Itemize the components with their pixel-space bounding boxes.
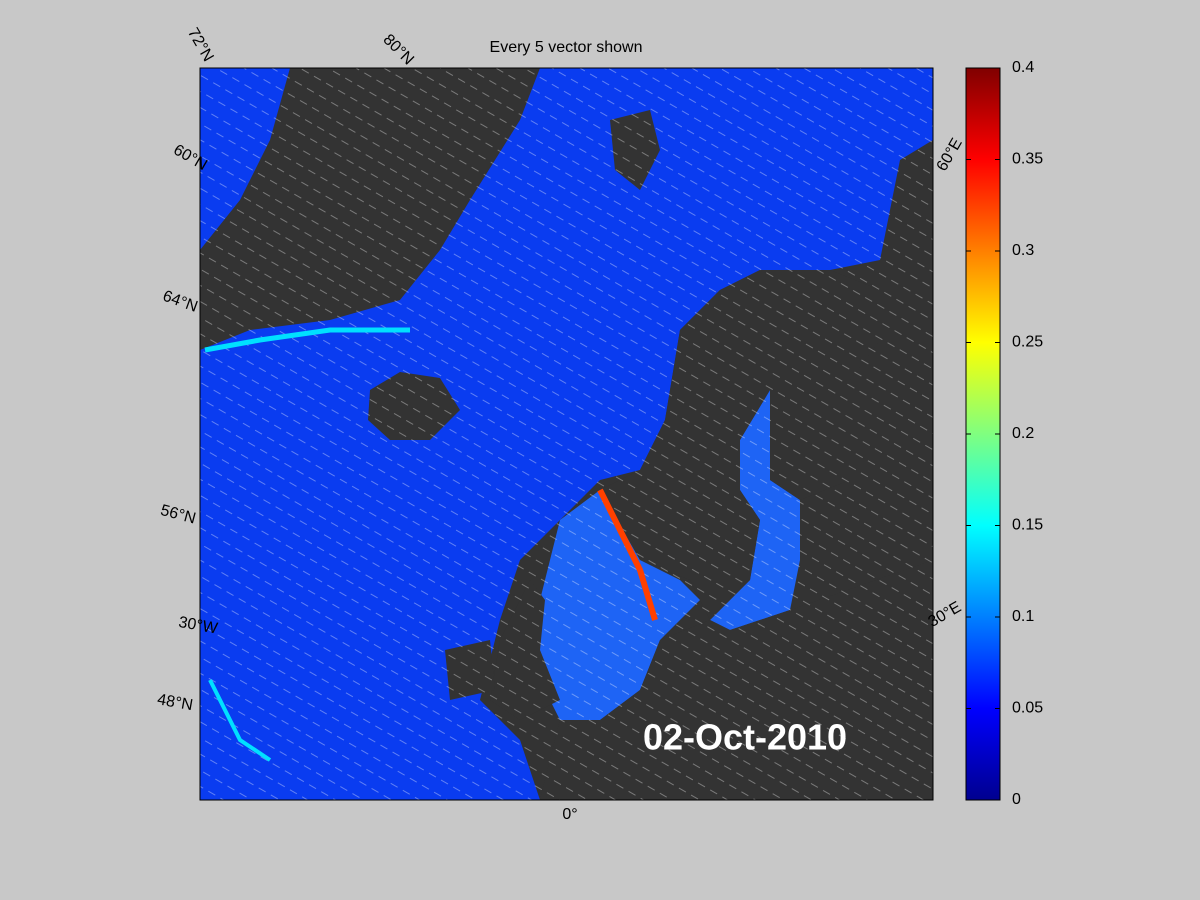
map-frame (199, 67, 934, 801)
colorbar-tick-label: 0.15 (1012, 517, 1043, 534)
colorbar-tick-label: 0.25 (1012, 334, 1043, 351)
graticule-label: 48°N (156, 691, 194, 714)
colorbar-tick-label: 0 (1012, 791, 1021, 808)
map (199, 67, 934, 801)
current-streak (204, 327, 410, 353)
graticule-label: 80°N (380, 31, 417, 68)
title: Every 5 vector shown (490, 39, 643, 56)
graticule-label: 30°W (177, 614, 220, 638)
colorbar (965, 67, 1001, 801)
colorbar-tick-label: 0.05 (1012, 700, 1043, 717)
colorbar-tick-label: 0.3 (1012, 242, 1034, 259)
graticule-label: 60°E (934, 136, 966, 175)
current-streak (597, 488, 658, 621)
colorbar-tick-label: 0.2 (1012, 425, 1034, 442)
vectors (200, 68, 933, 800)
graticule-label: 56°N (159, 502, 198, 528)
colorbar-tick-label: 0.1 (1012, 608, 1034, 625)
current-streak (208, 679, 272, 762)
date-label: 02-Oct-2010 (643, 717, 847, 758)
graticule-label: 64°N (160, 288, 199, 316)
colorbar-tick-label: 0.4 (1012, 59, 1034, 76)
graticule-label: 72°N (184, 25, 217, 64)
colorbar-tick-label: 0.35 (1012, 151, 1043, 168)
graticule-label: 0° (562, 806, 577, 823)
